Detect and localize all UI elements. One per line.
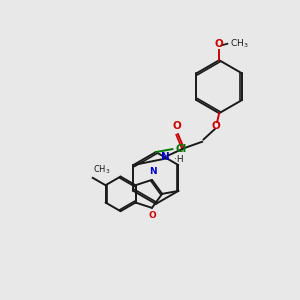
Text: O: O bbox=[172, 121, 181, 130]
Text: O: O bbox=[212, 121, 220, 130]
Text: O: O bbox=[215, 39, 224, 49]
Text: CH$_3$: CH$_3$ bbox=[93, 164, 111, 176]
Text: N: N bbox=[161, 152, 170, 162]
Text: ·H: ·H bbox=[174, 155, 184, 164]
Text: N: N bbox=[149, 167, 156, 176]
Text: CH$_3$: CH$_3$ bbox=[230, 38, 249, 50]
Text: Cl: Cl bbox=[176, 143, 187, 154]
Text: O: O bbox=[149, 212, 156, 220]
